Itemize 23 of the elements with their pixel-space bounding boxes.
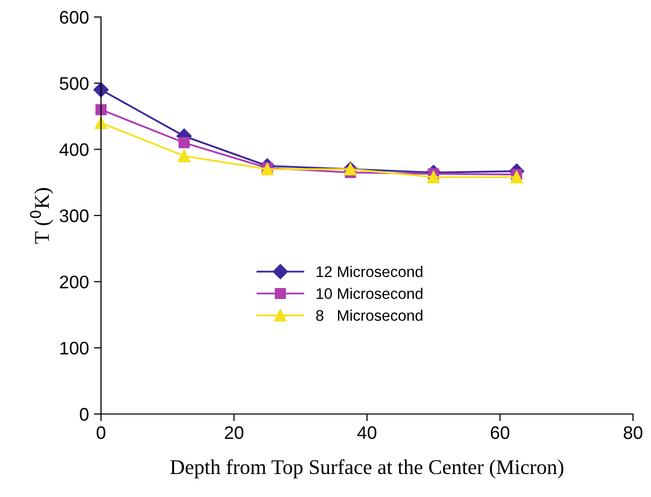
x-tick-label: 20 bbox=[224, 426, 244, 440]
point bbox=[510, 170, 523, 184]
point bbox=[427, 170, 440, 184]
x-tick-label: 60 bbox=[490, 426, 510, 440]
y-tick-label: 200 bbox=[60, 276, 88, 288]
y-tick-label: 0 bbox=[80, 408, 88, 421]
legend-label: 12 Microsecond bbox=[316, 266, 422, 278]
y-tick-label: 400 bbox=[59, 143, 88, 156]
x-tick-label: 0 bbox=[96, 426, 106, 440]
y-tick-label: 500 bbox=[60, 77, 88, 90]
x-tick-label: 40 bbox=[357, 426, 376, 440]
y-tick-label: 300 bbox=[60, 209, 88, 222]
x-tick-label: 80 bbox=[624, 426, 642, 440]
legend-label: 10 Microsecond bbox=[316, 288, 422, 299]
y-axis-title: T ($^{0}$K) bbox=[30, 188, 54, 244]
point bbox=[178, 137, 190, 148]
x-axis-title: Depth from Top Surface at the Center (Micron) bbox=[170, 459, 564, 478]
point bbox=[93, 82, 109, 98]
point bbox=[95, 104, 107, 116]
point bbox=[178, 150, 190, 162]
y-tick-label: 100 bbox=[60, 342, 88, 355]
legend-label: 8 Microsecond bbox=[316, 310, 422, 321]
y-tick-label: 600 bbox=[60, 10, 88, 24]
